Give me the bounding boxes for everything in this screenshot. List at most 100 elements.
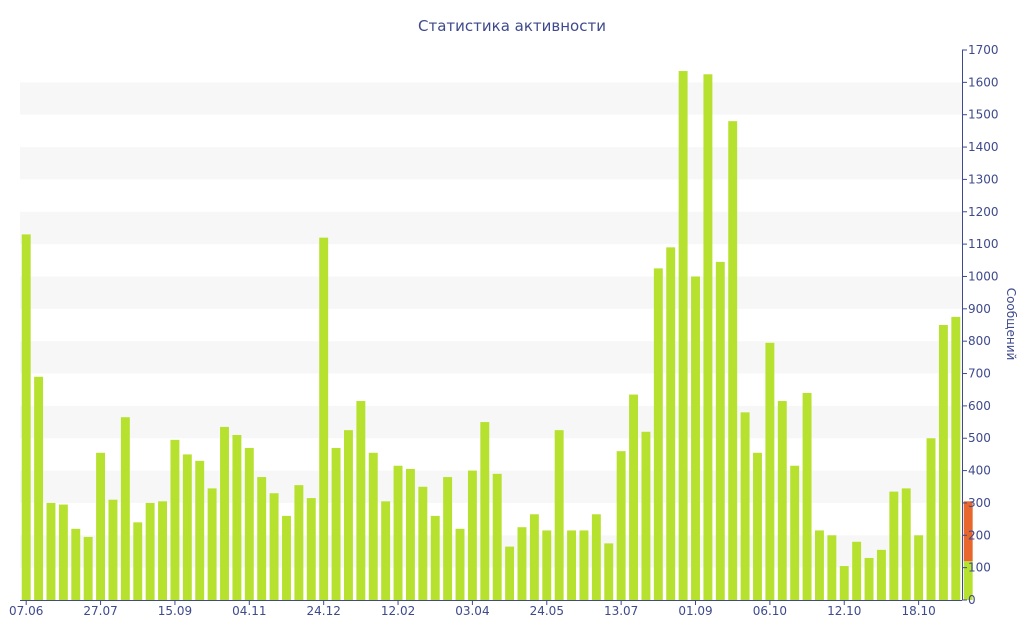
bar [963,561,973,600]
x-tick-label: 24.05 [530,604,564,618]
y-tick-label: 1300 [968,172,999,186]
grid-band [20,147,962,180]
y-tick-label: 200 [968,528,991,542]
bar [517,527,527,600]
bar [368,452,378,600]
y-tick-label: 500 [968,431,991,445]
x-tick-label: 13.07 [604,604,638,618]
y-tick-label: 1000 [968,269,999,283]
bar [46,502,56,600]
bar [220,426,229,600]
x-tick-label: 03.04 [455,604,489,618]
bar [604,543,614,600]
grid-band [20,341,962,374]
bar [71,528,81,600]
bar [170,439,180,600]
grid-band [20,276,962,309]
bar [802,392,812,600]
grid-band [20,405,962,439]
bar [864,557,874,600]
y-tick-label: 1400 [968,140,999,154]
bar [492,473,502,600]
bar [529,514,539,600]
bar [951,316,961,600]
bar [554,430,564,600]
bar [145,502,155,600]
bar [120,417,130,600]
bar [133,522,143,600]
bar [852,541,862,600]
bar [914,535,924,600]
bar [319,237,329,600]
bar [926,438,936,600]
bar [418,486,428,600]
bar [381,501,391,600]
bar [691,276,700,600]
x-tick-label: 01.09 [678,604,712,618]
bar [306,498,316,600]
x-tick-label: 07.06 [9,604,43,618]
y-tick-label: 900 [968,302,991,316]
bar [58,504,68,600]
grid-bands [20,82,962,568]
grid-band [20,211,962,245]
bar [195,460,205,600]
y-tick-label: 1100 [968,237,999,251]
y-tick-label: 0 [968,593,976,607]
y-tick-label: 700 [968,367,991,381]
x-axis-ticks: 07.06 27.07 15.09 04.11 24.12 12.02 03.04 24.05… [9,600,936,618]
bar [108,499,118,600]
bar [282,515,291,600]
bar [728,121,738,601]
axes [20,50,963,601]
bar [938,325,948,600]
bar [653,268,663,600]
bar [207,488,217,600]
bar [616,451,626,600]
x-tick-label: 27.07 [83,604,117,618]
bar [21,234,31,601]
x-tick-label: 06.10 [753,604,787,618]
bar [666,247,676,600]
bar [753,452,762,600]
bar [356,401,366,600]
bar [567,530,577,600]
bar [343,430,353,600]
y-tick-label: 1200 [968,205,999,219]
bar [591,514,601,600]
x-tick-label: 24.12 [306,604,340,618]
x-tick-label: 15.09 [158,604,192,618]
bar [777,401,787,600]
bar [455,528,465,600]
y-tick-label: 300 [968,496,991,510]
bar [158,501,168,600]
grid-band [20,82,962,115]
y-tick-label: 1500 [968,108,999,122]
bar [703,74,713,600]
y-axis-label: Сообщений [1004,288,1018,361]
bar [430,515,440,600]
bar [827,535,837,600]
bar [443,477,453,600]
bar [839,566,849,600]
bar [901,488,911,600]
bar [83,536,93,600]
bar [96,452,106,600]
y-tick-label: 800 [968,334,991,348]
bar [182,454,192,600]
bar [405,468,415,600]
y-tick-label: 1700 [968,43,999,57]
bar [257,477,267,600]
bar [331,447,341,600]
bar [876,549,886,600]
bars [21,71,973,601]
bar [629,394,639,600]
chart-title: Статистика активности [418,17,606,35]
highlight-bar [963,501,973,562]
bar [715,261,725,600]
bar [505,546,515,600]
bar [678,71,688,600]
bar [740,412,750,600]
